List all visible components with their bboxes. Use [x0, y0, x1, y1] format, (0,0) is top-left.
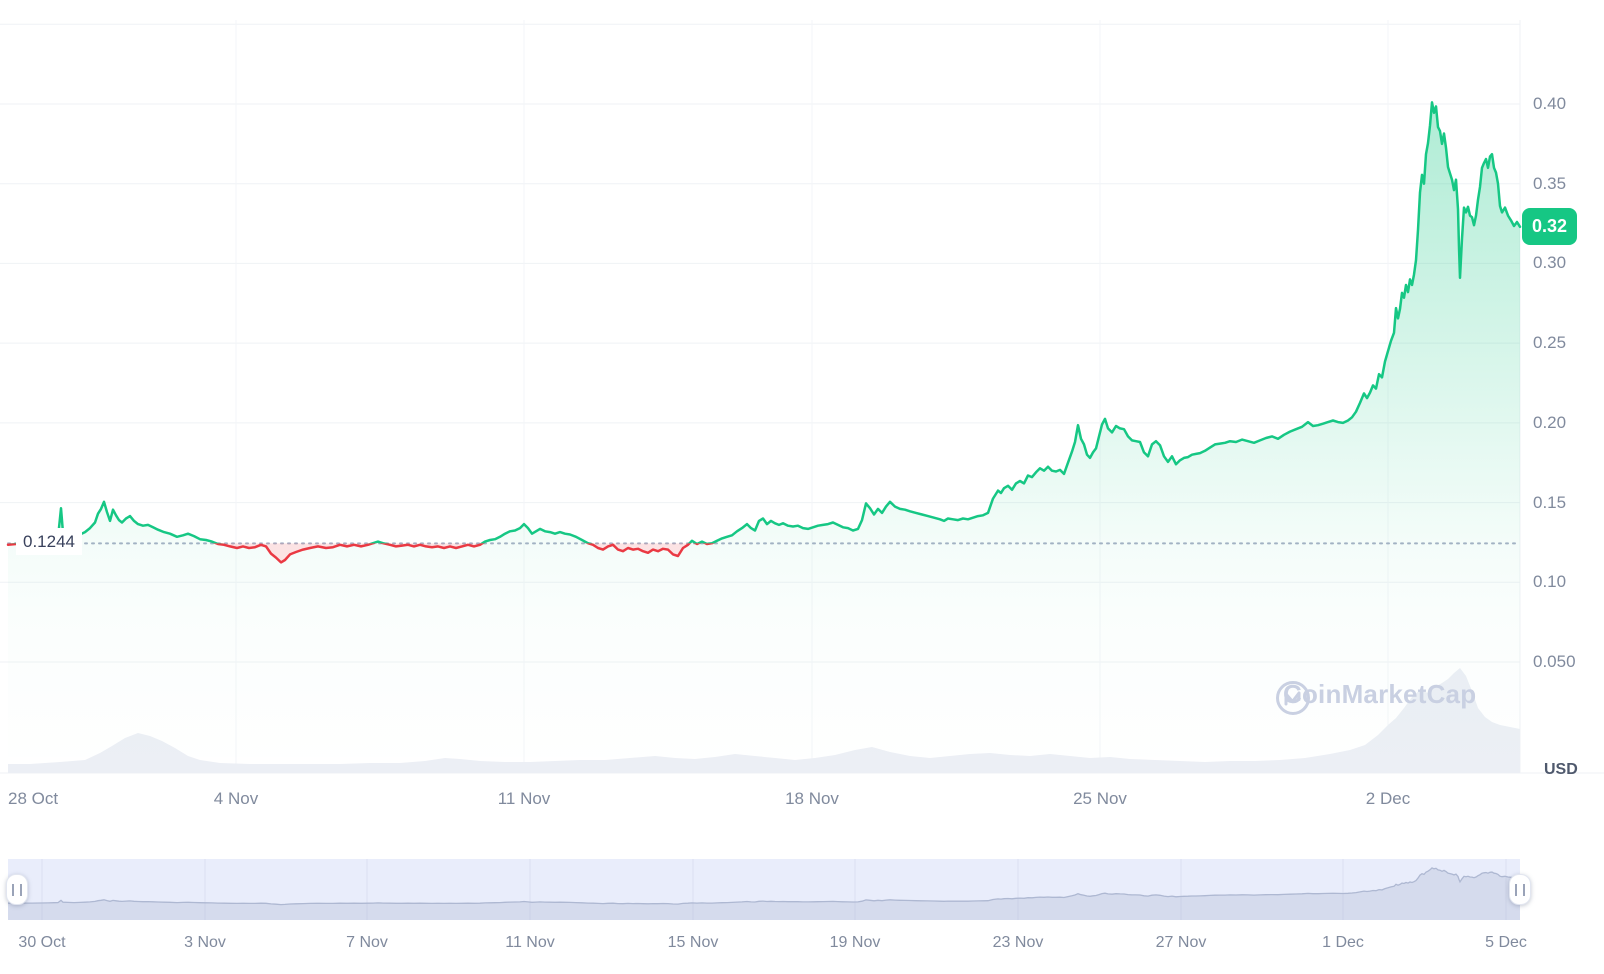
y-axis-label: 0.35	[1533, 173, 1567, 193]
currency-unit-label: USD	[1544, 761, 1578, 778]
drag-grip-icon	[12, 883, 22, 896]
x-axis-label: 11 Nov	[497, 789, 551, 808]
y-axis-label: 0.10	[1533, 572, 1567, 592]
navigator-track[interactable]	[8, 859, 1520, 920]
y-axis-label: 0.25	[1533, 333, 1567, 353]
current-price-badge: 0.32	[1522, 207, 1577, 245]
y-axis-label: 0.40	[1533, 94, 1567, 113]
navigator-area-fill	[8, 867, 1520, 920]
navigator-axis-label: 3 Nov	[184, 934, 226, 951]
navigator-axis-label: 7 Nov	[346, 934, 388, 951]
navigator-axis-label: 30 Oct	[18, 934, 66, 951]
drag-grip-icon	[1515, 883, 1525, 896]
navigator-axis-label: 19 Nov	[829, 934, 881, 951]
price-area-fill	[8, 102, 1520, 773]
y-axis-label: 0.30	[1533, 253, 1567, 273]
navigator-axis-label: 15 Nov	[667, 934, 719, 951]
x-axis-label: 2 Dec	[1365, 789, 1411, 808]
y-axis-label: 0.20	[1533, 412, 1567, 432]
navigator-axis-label: 23 Nov	[992, 934, 1044, 951]
navigator-axis-label: 1 Dec	[1322, 934, 1364, 951]
baseline-price-label: 0.1244	[16, 528, 82, 555]
x-axis-label: 4 Nov	[213, 789, 259, 808]
navigator-line	[7, 867, 1521, 906]
y-axis-label: 0.050	[1533, 652, 1576, 671]
x-axis-label: 18 Nov	[785, 789, 839, 808]
y-axis-label: 0.15	[1533, 492, 1567, 512]
price-line-down	[6, 543, 715, 564]
navigator-axis-label: 11 Nov	[505, 934, 555, 951]
x-axis-label: 25 Nov	[1073, 789, 1127, 808]
price-line-up	[9, 101, 1522, 544]
navigator-axis-label: 5 Dec	[1485, 934, 1527, 951]
navigator-left-handle[interactable]	[6, 874, 28, 905]
navigator-right-handle[interactable]	[1509, 874, 1531, 905]
x-axis-label: 28 Oct	[8, 789, 59, 808]
navigator-axis-label: 27 Nov	[1155, 934, 1207, 951]
